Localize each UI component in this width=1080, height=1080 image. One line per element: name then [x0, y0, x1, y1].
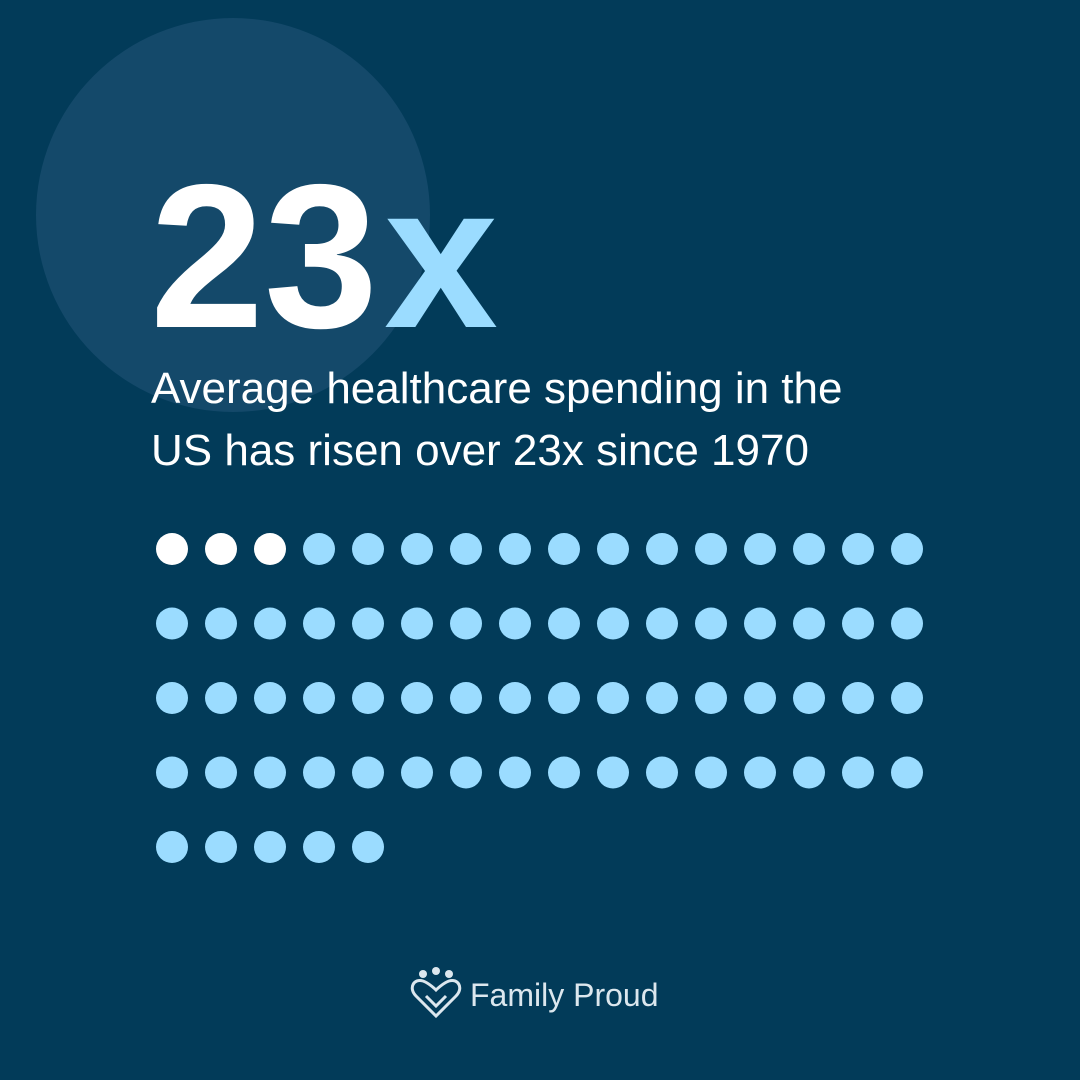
dot [156, 682, 188, 714]
dot [842, 682, 874, 714]
dot [205, 756, 237, 789]
dot [450, 756, 482, 789]
dot [401, 756, 433, 789]
dot [842, 533, 874, 565]
dot [352, 756, 384, 789]
brand-name: Family Proud [470, 977, 659, 1013]
description-line: US has risen over 23x since 1970 [151, 426, 809, 475]
dot [597, 756, 629, 789]
dot [548, 607, 580, 640]
dot [793, 533, 825, 565]
description-line: Average healthcare spending in the [151, 364, 842, 413]
dot [842, 607, 874, 640]
dot [597, 682, 629, 714]
dot [450, 682, 482, 714]
dot [695, 756, 727, 789]
dot [303, 756, 335, 789]
dot [401, 607, 433, 640]
dot [352, 682, 384, 714]
dot [891, 533, 923, 565]
dot [156, 607, 188, 640]
dot [891, 607, 923, 640]
dot [646, 682, 678, 714]
highlighted-dot [205, 533, 237, 565]
dot [646, 533, 678, 565]
dot [499, 533, 531, 565]
dot [548, 756, 580, 789]
dot [695, 682, 727, 714]
dot [352, 607, 384, 640]
dot [793, 756, 825, 789]
dot [744, 756, 776, 789]
dot [205, 682, 237, 714]
dot [156, 756, 188, 789]
brand-logo [410, 967, 462, 1019]
dot [303, 607, 335, 640]
dot [205, 607, 237, 640]
dot [548, 533, 580, 565]
dot [401, 682, 433, 714]
dot [254, 756, 286, 789]
dot [352, 533, 384, 565]
dot [254, 607, 286, 640]
dot [891, 682, 923, 714]
headline-number: 23 [150, 142, 378, 371]
dot [499, 756, 531, 789]
dot [548, 682, 580, 714]
highlighted-dot [156, 533, 188, 565]
dot [695, 607, 727, 640]
dot [205, 831, 237, 863]
dot [891, 756, 923, 789]
dot [352, 831, 384, 863]
dot [254, 831, 286, 863]
dot [499, 682, 531, 714]
dot [793, 607, 825, 640]
dot [793, 682, 825, 714]
dot [597, 533, 629, 565]
dot [303, 533, 335, 565]
dot [450, 533, 482, 565]
dot [695, 533, 727, 565]
dot [646, 756, 678, 789]
dot [744, 682, 776, 714]
dot [646, 607, 678, 640]
dot [254, 682, 286, 714]
dot [303, 831, 335, 863]
dot [744, 607, 776, 640]
dot [597, 607, 629, 640]
dot [450, 607, 482, 640]
headline-suffix: x [384, 142, 498, 371]
dot [842, 756, 874, 789]
decor-circle [36, 18, 430, 412]
dot [303, 682, 335, 714]
dot [156, 831, 188, 863]
dot [744, 533, 776, 565]
dot-grid [156, 533, 923, 863]
dot [499, 607, 531, 640]
highlighted-dot [254, 533, 286, 565]
dot [401, 533, 433, 565]
